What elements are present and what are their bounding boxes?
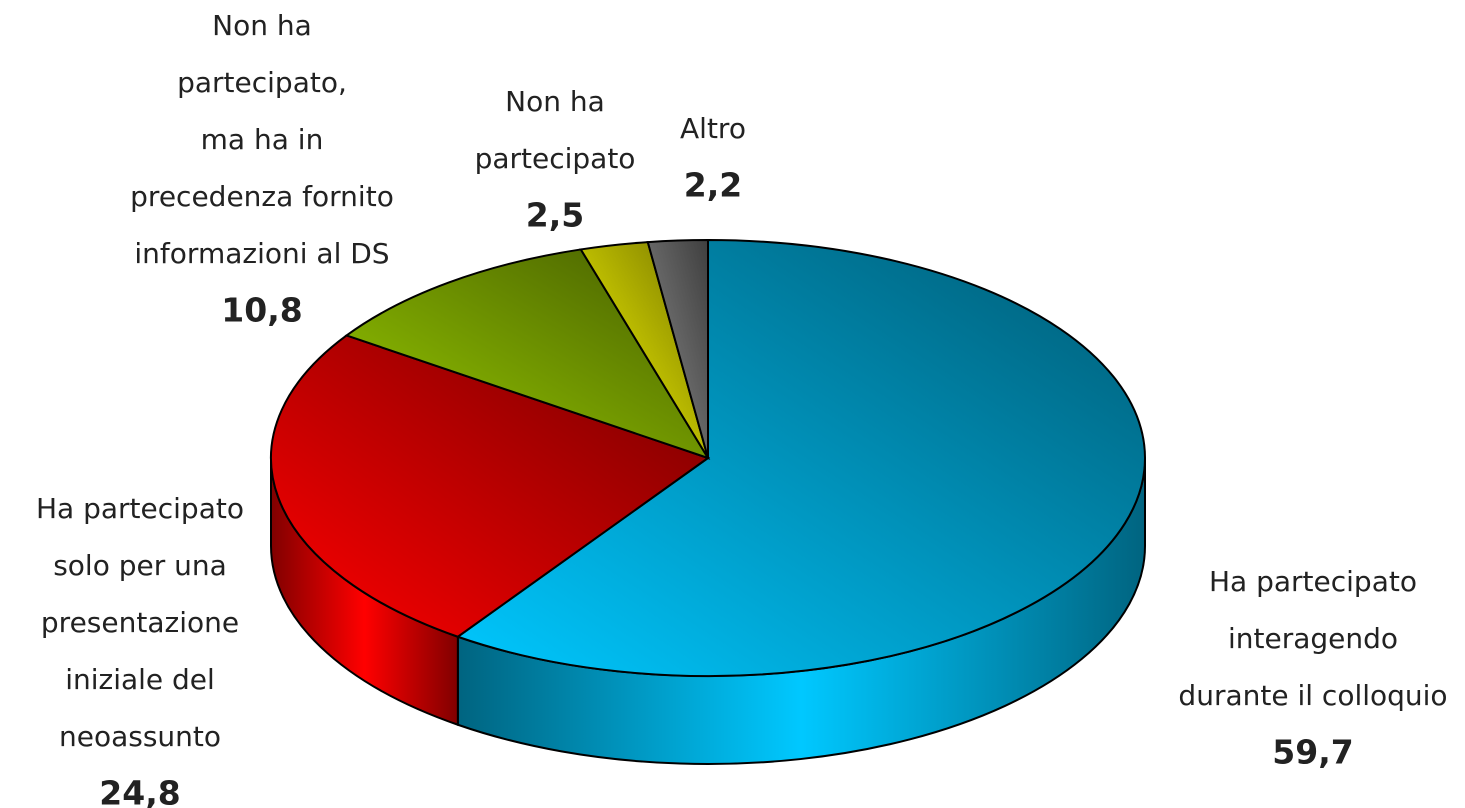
slice-label: neoassunto <box>59 720 221 753</box>
slice-label: Altro <box>680 112 746 145</box>
slice-label: durante il colloquio <box>1178 679 1447 712</box>
slice-label: informazioni al DS <box>134 237 389 270</box>
pie-slice <box>646 238 709 459</box>
slice-label: partecipato, <box>177 66 347 99</box>
slice-label: presentazione <box>41 606 239 639</box>
slice-label: solo per una <box>53 549 227 582</box>
value-label: 2,5 <box>526 196 584 235</box>
slice-label: interagendo <box>1228 622 1398 655</box>
value-label: 59,7 <box>1272 733 1353 772</box>
pie-slice <box>344 248 711 460</box>
value-label: 10,8 <box>221 291 302 330</box>
slice-label: Ha partecipato <box>1209 565 1417 598</box>
slice-label: Non ha <box>505 85 605 118</box>
value-label: 24,8 <box>99 774 180 808</box>
slice-label: Ha partecipato <box>36 492 244 525</box>
pie-slice <box>270 334 711 638</box>
slice-label: Non ha <box>212 9 312 42</box>
pie-slice <box>455 238 1146 677</box>
slice-label: ma ha in <box>201 123 324 156</box>
value-label: 2,2 <box>684 166 742 205</box>
slice-label: iniziale del <box>65 663 215 696</box>
slice-label: precedenza fornito <box>130 180 394 213</box>
slice-label: partecipato <box>475 142 636 175</box>
